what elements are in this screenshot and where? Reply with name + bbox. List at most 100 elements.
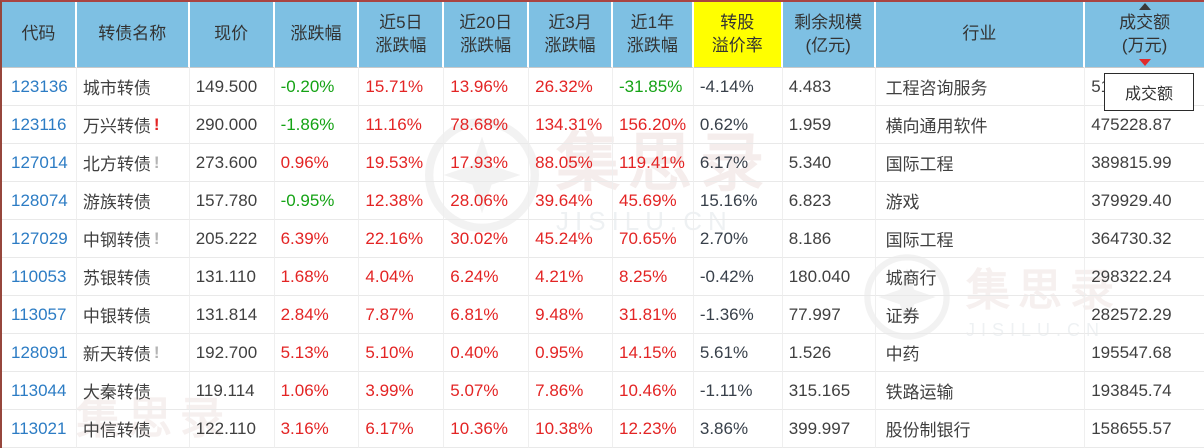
cell-premium: 2.70% [693, 220, 783, 258]
table-header: 代码 转债名称 现价 涨跌幅 近5日 涨跌幅 近20日 涨跌幅 近3月 涨跌幅 近1年 涨跌幅 转股 溢价… [2, 2, 1204, 68]
column-header-name[interactable]: 转债名称 [76, 2, 190, 68]
cell-scale: 1.959 [782, 106, 876, 144]
cell-d20: 17.93% [444, 144, 530, 182]
column-header-code[interactable]: 代码 [2, 2, 77, 68]
cell-y1: 119.41% [613, 144, 694, 182]
table-row: 113021 中信转债 122.110 3.16% 6.17% 10.36% 10.38% 1… [2, 410, 1204, 448]
cell-name: 大秦转债 [76, 372, 190, 410]
cell-turnover: 158655.57 [1085, 410, 1204, 448]
cell-d5: 6.17% [359, 410, 445, 448]
cell-turnover: 298322.24 [1085, 258, 1204, 296]
column-header-label: 成交额 [1119, 13, 1171, 33]
cell-d20: 30.02% [444, 220, 530, 258]
cell-m3: 9.48% [529, 296, 613, 334]
cell-y1: 45.69% [613, 182, 694, 220]
cell-premium: 5.61% [693, 334, 783, 372]
column-header-d20[interactable]: 近20日 涨跌幅 [444, 2, 530, 68]
cell-turnover: 193845.74 [1085, 372, 1204, 410]
cell-chg: 2.84% [274, 296, 360, 334]
cell-scale: 77.997 [782, 296, 876, 334]
cell-price: 192.700 [189, 334, 275, 372]
cell-name: 新天转债! [76, 334, 190, 372]
column-header-y1[interactable]: 近1年 涨跌幅 [612, 2, 694, 68]
cell-turnover: 389815.99 [1085, 144, 1204, 182]
cell-name: 北方转债! [76, 144, 190, 182]
cell-price: 131.110 [189, 258, 275, 296]
cell-scale: 1.526 [782, 334, 876, 372]
alert-exclamation-icon: ! [153, 152, 160, 172]
table-row: 127014 北方转债! 273.600 0.96% 19.53% 17.93% 88.05… [2, 144, 1204, 182]
cell-chg: -1.86% [274, 106, 360, 144]
column-header-m3[interactable]: 近3月 涨跌幅 [529, 2, 613, 68]
cell-code[interactable]: 113057 [2, 296, 77, 334]
cell-chg: -0.95% [274, 182, 360, 220]
cell-code[interactable]: 123116 [2, 106, 77, 144]
cell-name: 中信转债 [76, 410, 190, 448]
cell-premium: 3.86% [693, 410, 783, 448]
cell-m3: 45.24% [529, 220, 613, 258]
bond-name: 游族转债 [82, 193, 151, 212]
cell-m3: 10.38% [529, 410, 613, 448]
column-header-scale[interactable]: 剩余规模 (亿元) [782, 2, 876, 68]
bond-name: 大秦转债 [82, 383, 151, 402]
turnover-tooltip: 成交额 [1104, 73, 1194, 111]
cell-code[interactable]: 127014 [2, 144, 77, 182]
column-header-label: 涨跌幅 [626, 35, 678, 55]
column-header-industry[interactable]: 行业 [875, 2, 1086, 68]
cell-code[interactable]: 123136 [2, 68, 77, 106]
cell-d20: 78.68% [444, 106, 530, 144]
column-header-label: (亿元) [805, 35, 851, 55]
table-body: 123136 城市转债 149.500 -0.20% 15.71% 13.96% 26.32… [2, 68, 1204, 448]
cell-premium: 15.16% [693, 182, 783, 220]
cell-premium: -1.36% [693, 296, 783, 334]
column-header-premium[interactable]: 转股 溢价率 [693, 2, 783, 68]
cell-code[interactable]: 128074 [2, 182, 77, 220]
cell-scale: 6.823 [782, 182, 876, 220]
column-header-label: 近1年 [630, 13, 675, 33]
sort-asc-icon [1138, 3, 1151, 11]
cell-chg: -0.20% [274, 68, 360, 106]
cell-d20: 0.40% [444, 334, 530, 372]
cell-d5: 15.71% [359, 68, 445, 106]
column-header-price[interactable]: 现价 [189, 2, 275, 68]
column-header-label: 涨跌幅 [290, 24, 342, 44]
cell-code[interactable]: 110053 [2, 258, 77, 296]
cell-price: 149.500 [189, 68, 275, 106]
cell-d5: 7.87% [359, 296, 445, 334]
column-header-label: 转股 [720, 13, 755, 33]
turnover-tooltip-label: 成交额 [1124, 86, 1173, 103]
column-header-turnover[interactable]: 成交额 (万元) [1085, 2, 1204, 68]
cell-industry: 国际工程 [875, 144, 1086, 182]
table-row: 110053 苏银转债 131.110 1.68% 4.04% 6.24% 4.21% 8.2… [2, 258, 1204, 296]
cell-chg: 3.16% [274, 410, 360, 448]
cell-chg: 0.96% [274, 144, 360, 182]
cell-scale: 5.340 [782, 144, 876, 182]
cell-y1: 70.65% [613, 220, 694, 258]
bond-name: 中钢转债 [82, 231, 151, 250]
cell-premium: 0.62% [693, 106, 783, 144]
cell-price: 273.600 [189, 144, 275, 182]
column-header-d5[interactable]: 近5日 涨跌幅 [359, 2, 445, 68]
cell-m3: 0.95% [529, 334, 613, 372]
cell-d20: 6.24% [444, 258, 530, 296]
column-header-label: 溢价率 [711, 35, 763, 55]
cell-m3: 26.32% [529, 68, 613, 106]
cell-premium: -0.42% [693, 258, 783, 296]
cell-d5: 4.04% [359, 258, 445, 296]
column-header-label: 涨跌幅 [460, 35, 512, 55]
cell-code[interactable]: 113044 [2, 372, 77, 410]
cell-name: 游族转债 [76, 182, 190, 220]
column-header-label: 涨跌幅 [375, 35, 427, 55]
bond-name: 中银转债 [82, 307, 151, 326]
cell-d5: 12.38% [359, 182, 445, 220]
alert-exclamation-icon: ! [153, 114, 160, 134]
cell-code[interactable]: 128091 [2, 334, 77, 372]
cell-m3: 39.64% [529, 182, 613, 220]
column-header-chg[interactable]: 涨跌幅 [274, 2, 360, 68]
cell-price: 122.110 [189, 410, 275, 448]
cell-code[interactable]: 113021 [2, 410, 77, 448]
cell-code[interactable]: 127029 [2, 220, 77, 258]
alert-exclamation-icon: ! [153, 228, 160, 248]
cell-m3: 4.21% [529, 258, 613, 296]
